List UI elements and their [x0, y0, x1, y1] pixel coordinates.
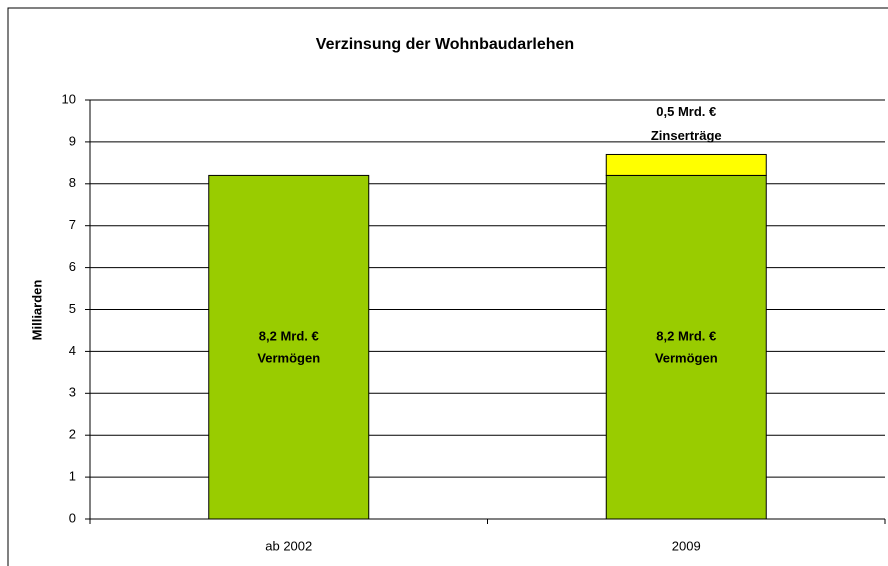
bar-segment [605, 153, 767, 176]
chart-border [7, 7, 888, 566]
y-tick-label: 0 [69, 510, 76, 525]
y-tick-label: 9 [69, 133, 76, 148]
y-tick-label: 1 [69, 469, 76, 484]
data-label: 0,5 Mrd. € [656, 104, 716, 119]
data-label-series-name: Zinserträge [651, 128, 722, 143]
x-tick-label: 2009 [672, 538, 701, 553]
x-tick-label: ab 2002 [265, 538, 312, 553]
y-tick-label: 2 [69, 427, 76, 442]
y-tick-label: 6 [69, 259, 76, 274]
y-tick-label: 4 [69, 343, 76, 358]
y-tick-label: 10 [62, 91, 76, 106]
bar-segment [605, 174, 767, 520]
y-axis-label: Milliarden [29, 280, 44, 341]
data-label: 8,2 Mrd. € [259, 329, 319, 344]
data-label: 8,2 Mrd. € [656, 329, 716, 344]
y-tick-label: 8 [69, 175, 76, 190]
y-tick-label: 3 [69, 385, 76, 400]
bar-segment [208, 174, 370, 520]
y-tick-label: 7 [69, 217, 76, 232]
data-label-series-name: Vermögen [655, 351, 718, 366]
data-label-series-name: Vermögen [257, 351, 320, 366]
chart-title: Verzinsung der Wohnbaudarlehen [316, 36, 574, 53]
y-tick-label: 5 [69, 301, 76, 316]
